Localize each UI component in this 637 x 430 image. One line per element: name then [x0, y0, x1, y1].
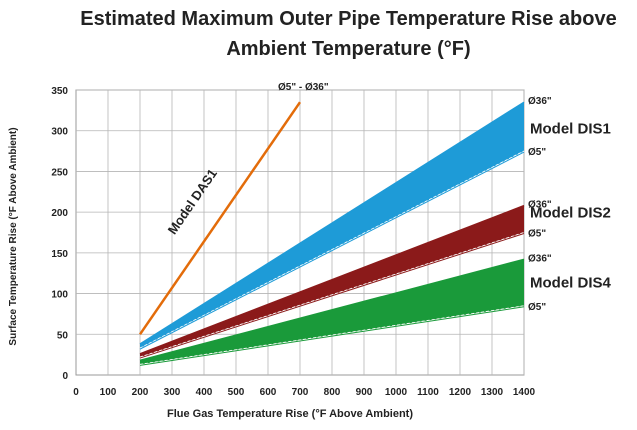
- series-model-dis2: Ø36" Ø5" Model DIS2: [139, 200, 611, 359]
- y-tick-label: 250: [51, 167, 68, 178]
- band-lower-edge: [139, 306, 525, 366]
- x-tick-label: 1300: [481, 387, 504, 398]
- band-fill: [140, 102, 524, 349]
- x-tick-label: 1000: [385, 387, 408, 398]
- band-model-label: Model DIS1: [530, 121, 611, 138]
- band-lower-line: [139, 232, 525, 358]
- y-tick-label: 300: [51, 127, 68, 138]
- x-tick-label: 800: [324, 387, 341, 398]
- x-tick-label: 1400: [513, 387, 536, 398]
- x-tick-label: 700: [292, 387, 309, 398]
- band-fill: [140, 259, 524, 365]
- band-upper-diameter-label: Ø36": [528, 253, 552, 264]
- band-lower-diameter-label: Ø5": [528, 147, 546, 158]
- band-upper-line: [139, 258, 525, 362]
- y-tick-label: 350: [51, 86, 68, 97]
- y-tick-label: 100: [51, 290, 68, 301]
- y-tick-label: 50: [57, 330, 69, 341]
- y-tick-label: 0: [62, 371, 68, 382]
- x-tick-label: 600: [260, 387, 277, 398]
- band-fill: [140, 205, 524, 358]
- band-model-label: Model DIS2: [530, 205, 611, 222]
- band-lower-edge: [139, 151, 525, 350]
- x-tick-label: 200: [132, 387, 149, 398]
- band-model-label: Model DIS4: [530, 275, 612, 292]
- x-axis-title: Flue Gas Temperature Rise (°F Above Ambi…: [167, 408, 413, 420]
- x-tick-label: 1200: [449, 387, 472, 398]
- band-upper-line: [139, 204, 525, 355]
- das1-range-label: Ø5" - Ø36": [278, 82, 329, 93]
- series-model-dis4: Ø36" Ø5" Model DIS4: [139, 253, 612, 366]
- x-tick-label: 0: [73, 387, 79, 398]
- x-tick-label: 900: [356, 387, 373, 398]
- band-upper-diameter-label: Ø36": [528, 200, 552, 211]
- das1-line: [138, 101, 302, 335]
- y-tick-label: 150: [51, 249, 68, 260]
- x-tick-label: 400: [196, 387, 213, 398]
- band-upper-diameter-label: Ø36": [528, 96, 552, 107]
- y-tick-label: 200: [51, 208, 68, 219]
- x-tick-label: 300: [164, 387, 181, 398]
- band-upper-line: [139, 101, 525, 345]
- chart-title-line-1: Estimated Maximum Outer Pipe Temperature…: [80, 8, 617, 30]
- x-tick-label: 1100: [417, 387, 439, 398]
- band-lower-diameter-label: Ø5": [528, 302, 546, 313]
- x-tick-label: 500: [228, 387, 245, 398]
- band-lower-edge: [139, 233, 525, 359]
- y-axis-title: Surface Temperature Rise (°F Above Ambie…: [8, 127, 19, 345]
- band-lower-line: [139, 150, 525, 349]
- x-tick-label: 100: [100, 387, 117, 398]
- chart-title-line-2: Ambient Temperature (°F): [226, 38, 471, 60]
- band-lower-diameter-label: Ø5": [528, 229, 546, 240]
- series-model-dis1: Ø36" Ø5" Model DIS1: [139, 96, 611, 350]
